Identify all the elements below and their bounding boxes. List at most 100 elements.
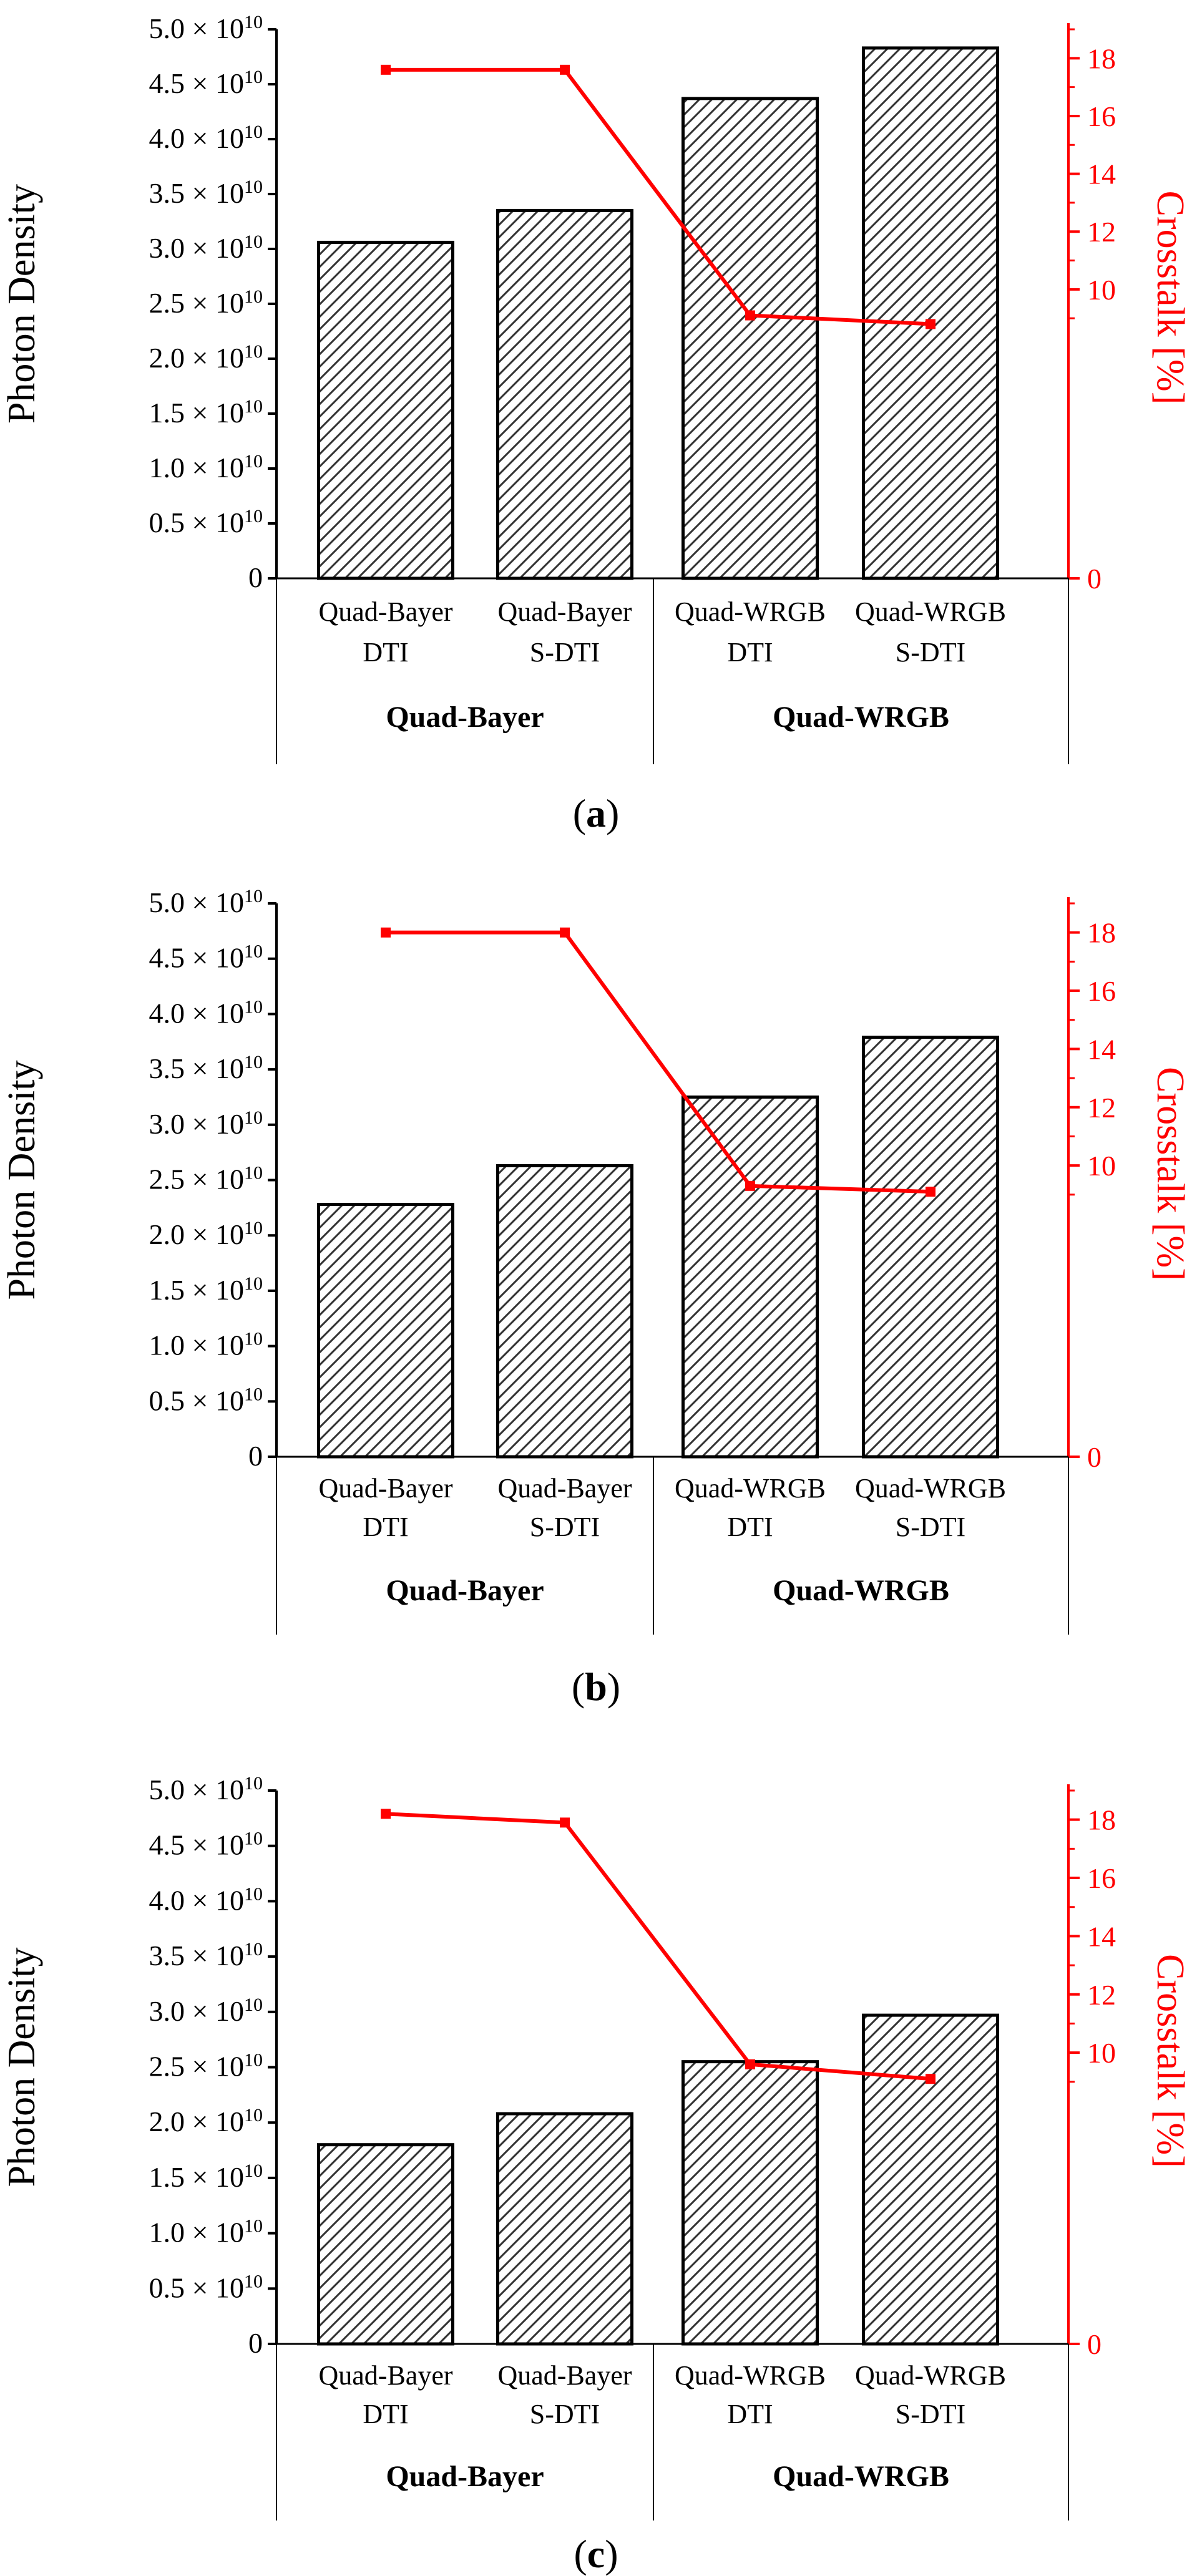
tick-exponent: 10 — [244, 1994, 263, 2015]
tick-exponent: 10 — [244, 396, 263, 417]
bar-2 — [496, 208, 633, 580]
left-tick-label: 0 — [248, 561, 263, 593]
left-tick-label: 1.0 × 1010 — [149, 2215, 263, 2248]
bar-1 — [317, 240, 454, 580]
tick-mantissa: 1.5 × 10 — [149, 397, 244, 429]
tick-mantissa: 0.5 × 10 — [149, 2272, 244, 2303]
panel-label-letter: c — [587, 2532, 605, 2576]
tick-mantissa: 4.5 × 10 — [149, 942, 244, 974]
crosstalk-point-4 — [926, 2074, 936, 2084]
left-tick-label: 2.5 × 1010 — [149, 286, 263, 319]
crosstalk-point-2 — [560, 64, 570, 75]
crosstalk-point-2 — [560, 1817, 570, 1828]
tick-mantissa: 0 — [248, 561, 263, 593]
panel-label: (a) — [573, 791, 620, 835]
category-label-line2: DTI — [363, 1512, 408, 1542]
tick-exponent: 10 — [244, 1384, 263, 1404]
crosstalk-point-3 — [745, 310, 755, 321]
tick-mantissa: 0.5 × 10 — [149, 507, 244, 538]
tick-mantissa: 3.0 × 10 — [149, 232, 244, 264]
tick-mantissa: 4.0 × 10 — [149, 997, 244, 1029]
tick-mantissa: 2.0 × 10 — [149, 342, 244, 374]
left-tick-label: 4.0 × 1010 — [149, 122, 263, 155]
tick-mantissa: 3.5 × 10 — [149, 1940, 244, 1971]
left-tick-label: 2.5 × 1010 — [149, 1162, 263, 1195]
right-axis-title: Crosstalk [%] — [1149, 191, 1191, 405]
category-label-line2: DTI — [727, 1512, 773, 1542]
tick-exponent: 10 — [244, 506, 263, 527]
tick-mantissa: 3.0 × 10 — [149, 1108, 244, 1140]
right-tick-label: 12 — [1087, 1979, 1116, 2011]
bar-3 — [681, 2060, 819, 2346]
tick-mantissa: 4.0 × 10 — [149, 122, 244, 154]
crosstalk-point-4 — [926, 1187, 936, 1197]
tick-mantissa: 1.0 × 10 — [149, 2217, 244, 2248]
category-label-line1: Quad-WRGB — [675, 596, 826, 627]
group-label: Quad-WRGB — [773, 1574, 949, 1607]
crosstalk-line — [386, 930, 931, 1194]
right-tick-label: 12 — [1087, 216, 1116, 248]
panel-label-open: ( — [573, 791, 586, 835]
left-tick-label: 3.5 × 1010 — [149, 177, 263, 210]
tick-exponent: 10 — [244, 1828, 263, 1849]
left-tick-label: 3.0 × 1010 — [149, 231, 263, 265]
crosstalk-line — [386, 67, 931, 326]
tick-mantissa: 2.5 × 10 — [149, 2051, 244, 2083]
right-tick-label: 16 — [1087, 100, 1116, 132]
tick-exponent: 10 — [244, 996, 263, 1017]
panel-label-open: ( — [574, 2532, 587, 2576]
tick-exponent: 10 — [244, 1883, 263, 1904]
left-tick-label: 0.5 × 1010 — [149, 2271, 263, 2304]
left-tick-label: 4.0 × 1010 — [149, 1883, 263, 1917]
tick-mantissa: 5.0 × 10 — [149, 12, 244, 44]
category-label-line1: Quad-Bayer — [318, 2360, 452, 2391]
left-tick-label: 2.0 × 1010 — [149, 341, 263, 374]
right-tick-label: 0 — [1087, 1441, 1102, 1473]
bar-4 — [862, 1036, 999, 1459]
category-label-line1: Quad-Bayer — [497, 596, 632, 627]
left-tick-label: 2.5 × 1010 — [149, 2049, 263, 2083]
group-label: Quad-WRGB — [773, 701, 949, 734]
tick-mantissa: 0 — [248, 1440, 263, 1472]
tick-exponent: 10 — [244, 122, 263, 142]
tick-mantissa: 4.5 × 10 — [149, 67, 244, 99]
bar-1 — [317, 1203, 454, 1459]
right-tick-label: 10 — [1087, 274, 1116, 306]
tick-exponent: 10 — [244, 941, 263, 961]
tick-mantissa: 0 — [248, 2327, 263, 2359]
panel-label-letter: a — [586, 791, 606, 835]
category-label-line2: DTI — [727, 637, 773, 668]
category-label-line1: Quad-WRGB — [855, 2360, 1006, 2391]
panel-label: (b) — [572, 1665, 620, 1709]
tick-mantissa: 5.0 × 10 — [149, 1774, 244, 1806]
right-tick-label: 12 — [1087, 1092, 1116, 1124]
category-label-line2: S-DTI — [530, 1512, 600, 1542]
left-tick-label: 0 — [248, 1440, 263, 1472]
category-label-line2: S-DTI — [896, 1512, 965, 1542]
right-tick-label: 18 — [1087, 1804, 1116, 1836]
crosstalk-point-1 — [381, 1809, 391, 1819]
category-label-line1: Quad-WRGB — [855, 1473, 1006, 1504]
tick-mantissa: 3.0 × 10 — [149, 1995, 244, 2027]
category-label-line1: Quad-WRGB — [855, 596, 1006, 627]
tick-exponent: 10 — [244, 2049, 263, 2070]
tick-exponent: 10 — [244, 2271, 263, 2292]
tick-exponent: 10 — [244, 1773, 263, 1794]
tick-exponent: 10 — [244, 286, 263, 307]
category-label-line2: S-DTI — [896, 2399, 965, 2429]
crosstalk-point-1 — [381, 64, 391, 75]
tick-exponent: 10 — [244, 451, 263, 472]
right-axis-title: Crosstalk [%] — [1149, 1067, 1191, 1281]
panel-label-close: ) — [605, 2532, 618, 2576]
left-tick-label: 4.0 × 1010 — [149, 996, 263, 1029]
tick-exponent: 10 — [244, 1939, 263, 1960]
category-label-line1: Quad-Bayer — [497, 1473, 632, 1504]
crosstalk-point-4 — [926, 319, 936, 329]
panel-label-close: ) — [607, 1665, 620, 1709]
left-tick-label: 1.5 × 1010 — [149, 1273, 263, 1306]
group-label: Quad-Bayer — [386, 701, 544, 734]
left-tick-label: 5.0 × 1010 — [149, 1773, 263, 1806]
left-tick-label: 3.5 × 1010 — [149, 1052, 263, 1085]
right-tick-label: 0 — [1087, 563, 1102, 595]
